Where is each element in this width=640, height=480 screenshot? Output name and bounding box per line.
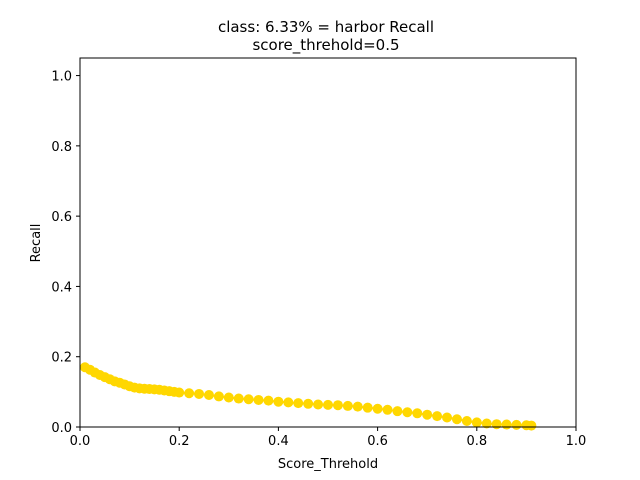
x-axis: 0.0 0.2 0.4 0.6 0.8 1.0 <box>70 427 587 449</box>
y-tick-label: 0.2 <box>51 351 72 366</box>
data-point <box>243 394 254 405</box>
chart-subtitle: score_threhold=0.5 <box>252 36 399 55</box>
x-tick-label: 0.2 <box>169 434 190 449</box>
data-point <box>362 402 373 413</box>
data-point <box>402 407 413 418</box>
x-tick-label: 1.0 <box>566 434 587 449</box>
data-point <box>372 403 383 414</box>
data-point <box>432 411 443 422</box>
data-point <box>223 392 234 403</box>
x-tick-label: 0.4 <box>268 434 289 449</box>
data-point <box>194 388 205 399</box>
data-point <box>323 399 333 410</box>
data-point <box>491 419 502 430</box>
chart-title: class: 6.33% = harbor Recall <box>218 18 434 36</box>
data-point <box>293 398 304 409</box>
y-tick-label: 0.0 <box>51 421 72 436</box>
y-axis: 0.0 0.2 0.4 0.6 0.8 1.0 <box>51 70 80 436</box>
data-point <box>203 390 214 401</box>
y-tick-label: 1.0 <box>51 70 72 85</box>
y-axis-title: Recall <box>29 224 44 263</box>
data-point <box>442 412 453 423</box>
data-point <box>233 393 244 404</box>
data-point <box>342 400 353 411</box>
data-point <box>481 418 492 429</box>
x-tick-label: 0.8 <box>466 434 487 449</box>
data-point <box>332 400 343 411</box>
data-point <box>283 397 294 408</box>
data-point <box>184 388 195 399</box>
y-tick-label: 0.4 <box>51 280 72 295</box>
data-point <box>511 419 522 430</box>
data-point <box>303 398 314 409</box>
y-tick-label: 0.8 <box>51 140 72 155</box>
data-point <box>174 387 185 398</box>
data-point <box>253 394 264 405</box>
data-point <box>263 395 274 406</box>
data-point <box>352 401 363 412</box>
y-tick-label: 0.6 <box>51 210 72 225</box>
data-point <box>313 399 324 410</box>
x-axis-title: Score_Threhold <box>278 457 378 472</box>
data-point <box>382 404 393 415</box>
x-tick-label: 0.6 <box>367 434 388 449</box>
data-point <box>213 391 224 402</box>
x-tick-label: 0.0 <box>70 434 91 449</box>
data-point <box>471 417 482 428</box>
series-layer <box>79 362 537 431</box>
data-point <box>422 409 433 420</box>
data-point <box>461 416 472 427</box>
data-point <box>392 406 403 417</box>
data-point <box>451 414 462 425</box>
data-point <box>501 419 512 430</box>
data-point <box>273 396 284 407</box>
data-point <box>412 408 423 419</box>
data-point <box>526 420 537 431</box>
plot-frame <box>79 57 577 428</box>
